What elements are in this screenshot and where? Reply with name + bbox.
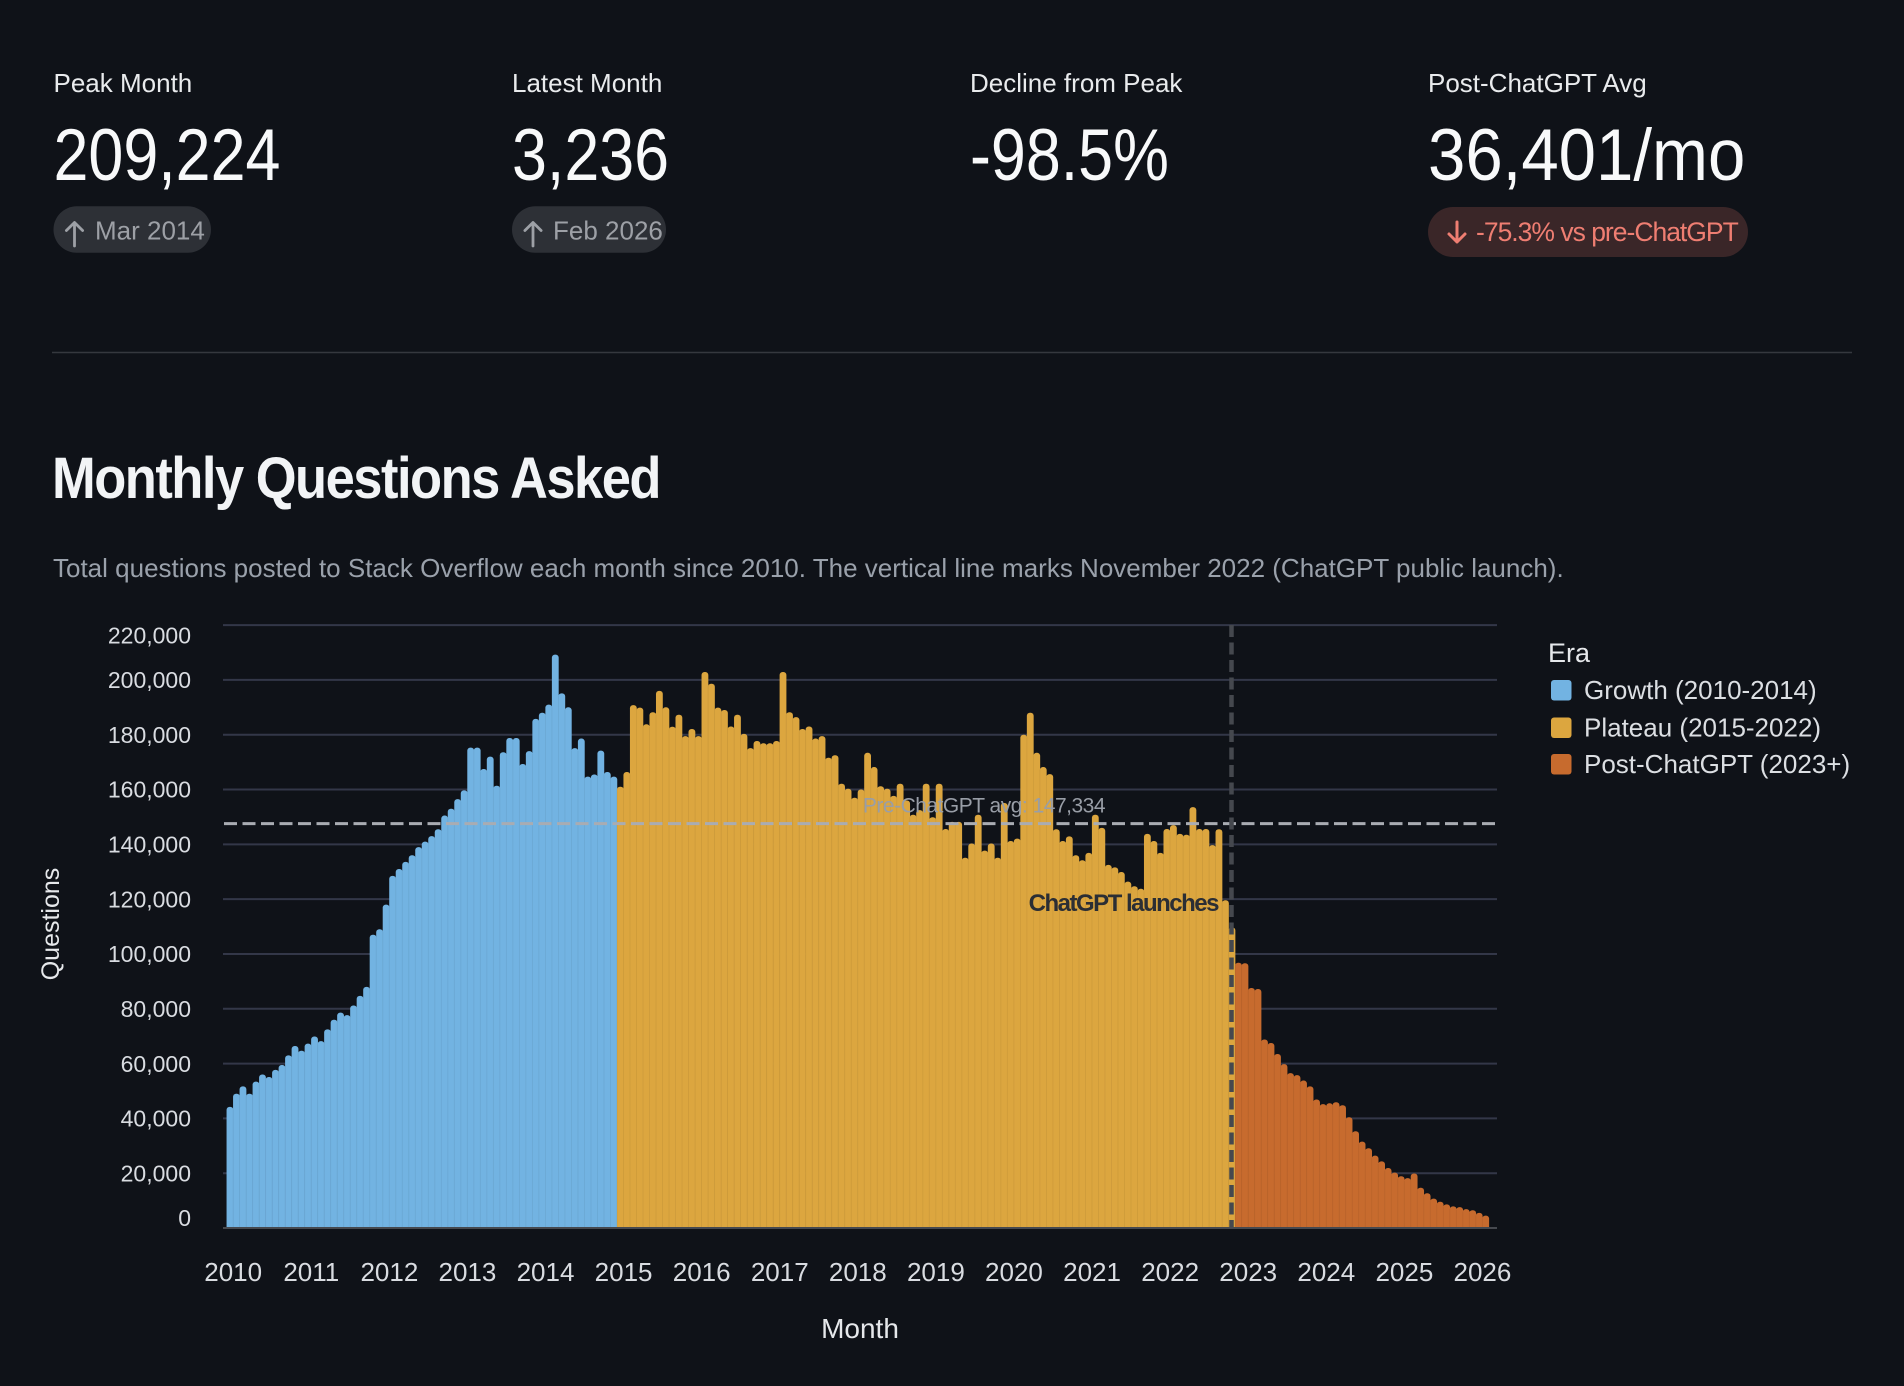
- svg-text:2012: 2012: [360, 1257, 418, 1287]
- svg-text:ChatGPT launches: ChatGPT launches: [1029, 890, 1220, 917]
- svg-text:Pre-ChatGPT avg: 147,334: Pre-ChatGPT avg: 147,334: [863, 795, 1106, 818]
- svg-text:2011: 2011: [283, 1257, 339, 1287]
- svg-text:-75.3% vs pre-ChatGPT: -75.3% vs pre-ChatGPT: [1476, 217, 1739, 247]
- svg-text:40,000: 40,000: [121, 1106, 191, 1132]
- svg-text:2013: 2013: [439, 1257, 497, 1287]
- svg-text:120,000: 120,000: [108, 886, 191, 912]
- svg-text:Era: Era: [1548, 638, 1591, 668]
- svg-text:100,000: 100,000: [108, 941, 191, 967]
- svg-text:160,000: 160,000: [108, 777, 191, 803]
- svg-text:2010: 2010: [204, 1257, 262, 1287]
- svg-text:2024: 2024: [1297, 1257, 1355, 1287]
- svg-text:Peak Month: Peak Month: [54, 68, 193, 98]
- svg-text:2025: 2025: [1375, 1257, 1433, 1287]
- svg-text:20,000: 20,000: [121, 1160, 191, 1186]
- svg-text:180,000: 180,000: [108, 722, 191, 748]
- svg-text:2016: 2016: [673, 1257, 731, 1287]
- svg-text:220,000: 220,000: [108, 622, 191, 648]
- svg-text:2015: 2015: [595, 1257, 653, 1287]
- svg-text:Post-ChatGPT Avg: Post-ChatGPT Avg: [1428, 68, 1647, 98]
- svg-text:2018: 2018: [829, 1257, 887, 1287]
- svg-text:2022: 2022: [1141, 1257, 1199, 1287]
- svg-text:Month: Month: [821, 1313, 899, 1344]
- svg-text:Post-ChatGPT (2023+): Post-ChatGPT (2023+): [1584, 749, 1850, 779]
- svg-text:Feb 2026: Feb 2026: [553, 216, 663, 246]
- svg-text:-98.5%: -98.5%: [970, 115, 1169, 196]
- svg-text:Plateau (2015-2022): Plateau (2015-2022): [1584, 713, 1821, 743]
- svg-text:Growth (2010-2014): Growth (2010-2014): [1584, 675, 1817, 705]
- svg-text:2021: 2021: [1063, 1257, 1121, 1287]
- svg-text:2026: 2026: [1454, 1257, 1512, 1287]
- svg-text:2020: 2020: [985, 1257, 1043, 1287]
- svg-text:2023: 2023: [1219, 1257, 1277, 1287]
- svg-text:Mar 2014: Mar 2014: [95, 216, 205, 246]
- svg-text:2017: 2017: [751, 1257, 809, 1287]
- svg-text:Questions: Questions: [37, 868, 65, 981]
- svg-text:Latest Month: Latest Month: [512, 68, 662, 98]
- svg-text:36,401/mo: 36,401/mo: [1428, 114, 1745, 195]
- svg-text:200,000: 200,000: [108, 667, 191, 693]
- svg-text:2014: 2014: [517, 1257, 575, 1287]
- svg-text:2019: 2019: [907, 1257, 965, 1287]
- svg-text:Monthly Questions Asked: Monthly Questions Asked: [52, 445, 660, 510]
- svg-text:Decline from Peak: Decline from Peak: [970, 68, 1183, 98]
- svg-text:Total questions posted to Stac: Total questions posted to Stack Overflow…: [53, 553, 1564, 583]
- svg-text:3,236: 3,236: [512, 115, 669, 196]
- svg-text:0: 0: [178, 1205, 191, 1231]
- svg-text:60,000: 60,000: [121, 1051, 191, 1077]
- svg-text:209,224: 209,224: [54, 115, 281, 196]
- svg-text:140,000: 140,000: [108, 832, 191, 858]
- svg-text:80,000: 80,000: [121, 996, 191, 1022]
